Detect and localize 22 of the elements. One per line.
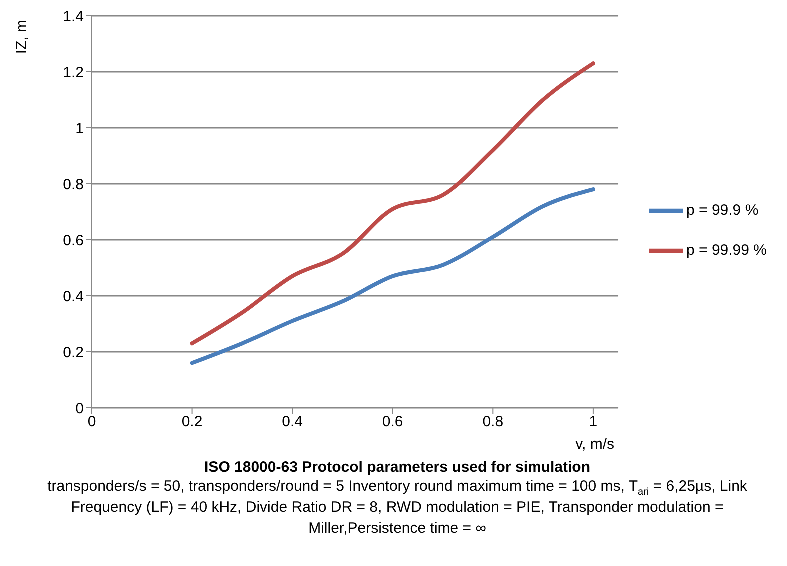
y-tick-label: 0.8 <box>63 176 84 194</box>
y-tick-label: 0.4 <box>63 288 84 306</box>
legend-label: p = 99.99 % <box>686 242 767 258</box>
x-tick-label: 0.4 <box>282 414 304 431</box>
x-tick-label: 0 <box>88 414 96 431</box>
x-tick-label: 1 <box>589 414 598 431</box>
y-tick-label: 0.6 <box>63 232 84 250</box>
y-tick-label: 1 <box>76 120 84 138</box>
x-axis-title: v, m/s <box>576 436 615 453</box>
y-tick-label: 1.4 <box>63 8 84 26</box>
text: ISO 18000-63 Protocol parameters used for simulation <box>204 459 592 476</box>
y-tick-label: 0 <box>76 400 84 418</box>
y-axis-title: IZ, m <box>14 20 30 54</box>
text: transponders/s = 50, transponders/round = 5 Inventory round maximum time = 100 ms, T$_{ari}$ = 6,25µs, Link Frequency (LF) = 40 kHz, Divide Ratio DR = 8, RWD modulation = PIE, Transponder modulation = Miller,Persistence time = ∞ <box>46 477 748 539</box>
x-tick-label: 0.8 <box>482 414 504 431</box>
legend-label: p = 99.9 % <box>686 202 759 218</box>
x-tick-label: 0.2 <box>182 414 203 431</box>
y-tick-label: 0.2 <box>63 344 84 362</box>
line-series <box>190 62 596 346</box>
y-tick-label: 1.2 <box>63 64 84 82</box>
line-series <box>190 188 596 366</box>
x-tick-label: 0.6 <box>382 414 404 431</box>
